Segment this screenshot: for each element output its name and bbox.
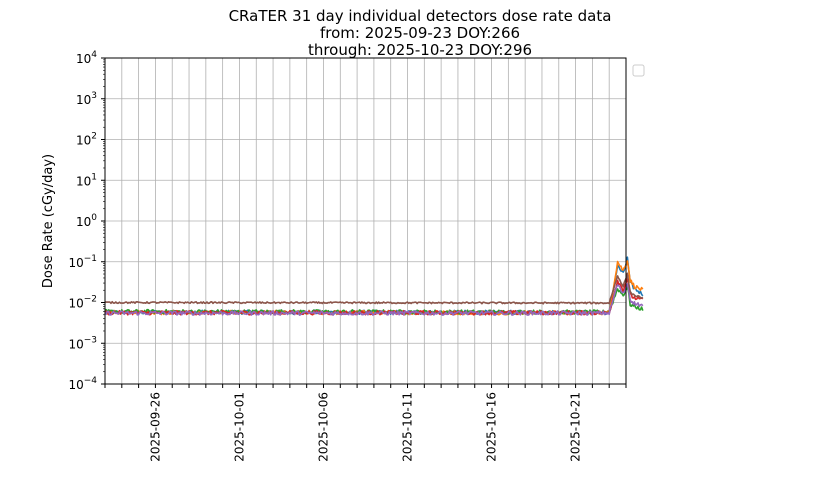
grid <box>104 57 627 385</box>
y-tick-base: 10 <box>68 297 83 311</box>
series-line-5 <box>104 283 644 316</box>
y-tick-exponent: −3 <box>84 335 97 345</box>
y-tick-label: 101 <box>76 172 97 188</box>
x-tick-label: 2025-10-01 <box>232 392 246 462</box>
chart-title-line-2: from: 2025-09-23 DOY:266 <box>319 24 521 42</box>
x-tick-label: 2025-10-11 <box>401 392 415 462</box>
y-tick-base: 10 <box>76 52 91 66</box>
series-lines <box>104 256 644 316</box>
y-tick-base: 10 <box>68 337 83 351</box>
y-tick-base: 10 <box>76 134 91 148</box>
y-tick-label: 10−1 <box>68 254 97 270</box>
y-tick-base: 10 <box>76 215 91 229</box>
y-tick-exponent: −2 <box>84 295 97 305</box>
y-tick-base: 10 <box>68 378 83 392</box>
x-axis: 2025-09-26 2025-10-01 2025-10-06 2025-10-11… <box>104 384 627 462</box>
y-tick-base: 10 <box>76 93 91 107</box>
y-tick-base: 10 <box>68 256 83 270</box>
y-tick-exponent: 0 <box>91 213 97 223</box>
y-tick-exponent: 4 <box>91 50 97 60</box>
y-tick-label: 104 <box>76 50 97 66</box>
y-tick-label: 100 <box>76 213 97 229</box>
y-tick-label: 102 <box>76 132 97 148</box>
y-tick-base: 10 <box>76 174 91 188</box>
y-tick-exponent: 3 <box>91 91 97 101</box>
y-tick-label: 103 <box>76 91 97 107</box>
chart-title-line-1: CRaTER 31 day individual detectors dose … <box>228 7 612 25</box>
y-tick-label: 10−3 <box>68 335 97 351</box>
y-tick-exponent: −1 <box>84 254 97 264</box>
x-tick-label: 2025-10-16 <box>485 392 499 462</box>
y-tick-label: 10−4 <box>68 376 97 392</box>
y-tick-exponent: 2 <box>91 132 97 142</box>
legend-box <box>632 64 645 77</box>
y-tick-exponent: 1 <box>91 172 97 182</box>
x-tick-label: 2025-10-06 <box>316 392 330 462</box>
chart-title-line-3: through: 2025-10-23 DOY:296 <box>307 41 533 59</box>
y-axis-label: Dose Rate (cGy/day) <box>41 154 56 288</box>
series-line-6 <box>104 272 644 305</box>
x-tick-label: 2025-10-21 <box>569 392 583 462</box>
y-tick-label: 10−2 <box>68 295 97 311</box>
y-tick-exponent: −4 <box>84 376 98 386</box>
x-tick-label: 2025-09-26 <box>148 392 162 462</box>
